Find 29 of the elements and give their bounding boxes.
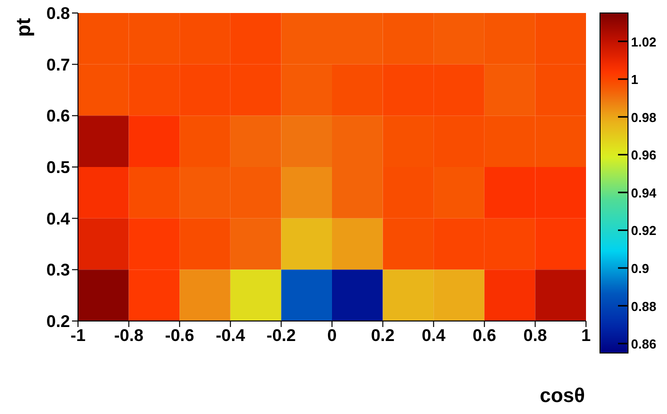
x-tick-label: 0.8 xyxy=(523,326,548,346)
color-bar-label: 1.02 xyxy=(631,34,656,50)
x-axis-title: cosθ xyxy=(540,385,585,407)
color-bar-label: 1 xyxy=(631,72,638,88)
x-tick-label: 1 xyxy=(581,326,591,346)
color-bar-label: 0.86 xyxy=(631,336,656,352)
color-bar-label: 0.94 xyxy=(631,185,658,200)
x-tick-label: 0.6 xyxy=(472,326,496,346)
color-bar-label: 0.88 xyxy=(631,298,656,314)
color-bar-label: 0.9 xyxy=(631,261,650,276)
y-axis-title: pt xyxy=(13,18,35,37)
y-tick-label: 0.7 xyxy=(46,55,70,74)
x-tick-label: -0.8 xyxy=(114,326,144,346)
y-tick-label: 0.8 xyxy=(46,4,70,24)
x-tick-label: -1 xyxy=(70,326,86,346)
y-tick-label: 0.3 xyxy=(46,260,70,280)
x-tick-label: -0.6 xyxy=(164,326,194,346)
color-bar-label: 0.96 xyxy=(631,148,656,163)
x-tick-label: 0.2 xyxy=(370,326,395,346)
x-tick-label: -0.4 xyxy=(216,326,246,346)
x-tick-label: 0 xyxy=(327,326,337,346)
y-tick-label: 0.4 xyxy=(46,209,71,228)
x-tick-label: 0.4 xyxy=(422,326,446,346)
y-tick-label: 0.2 xyxy=(46,312,70,332)
y-tick-label: 0.5 xyxy=(46,158,70,178)
color-bar-label: 0.98 xyxy=(631,110,656,125)
color-bar-label: 0.92 xyxy=(631,223,656,238)
x-tick-label: -0.2 xyxy=(266,326,296,346)
y-tick-label: 0.6 xyxy=(46,106,70,126)
